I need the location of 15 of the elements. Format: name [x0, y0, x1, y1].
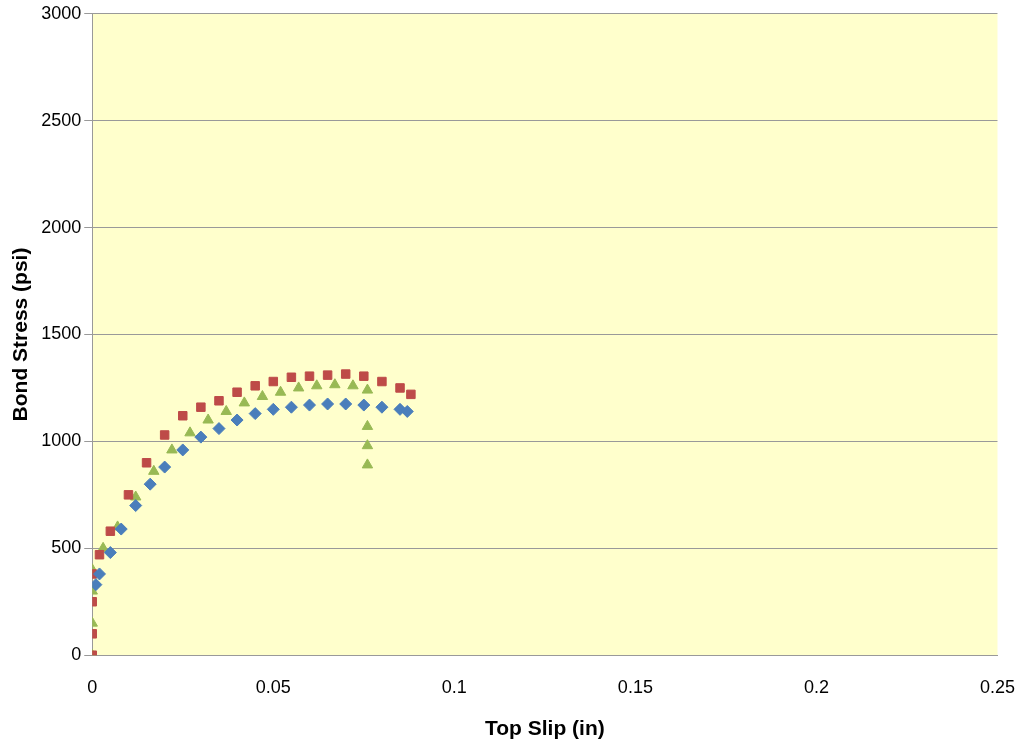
- y-tick-label: 2500: [41, 109, 82, 130]
- x-tick-label: 0.25: [979, 676, 1016, 697]
- x-tick-label: 0.2: [803, 676, 829, 697]
- y-tick-label: 3000: [41, 2, 82, 23]
- y-tick-label: 500: [51, 537, 82, 558]
- x-tick-label: 0.05: [255, 676, 291, 697]
- x-axis-title: Top Slip (in): [484, 716, 605, 740]
- y-tick-label: 2000: [41, 216, 82, 237]
- y-tick-label: 1500: [41, 323, 82, 344]
- y-tick-label: 0: [71, 644, 82, 665]
- x-tick-label: 0.1: [441, 676, 467, 697]
- y-tick-label: 1000: [41, 430, 82, 451]
- y-axis-title: Bond Stress (psi): [8, 247, 32, 422]
- x-tick-label: 0: [87, 676, 98, 697]
- x-tick-label: 0.15: [617, 676, 653, 697]
